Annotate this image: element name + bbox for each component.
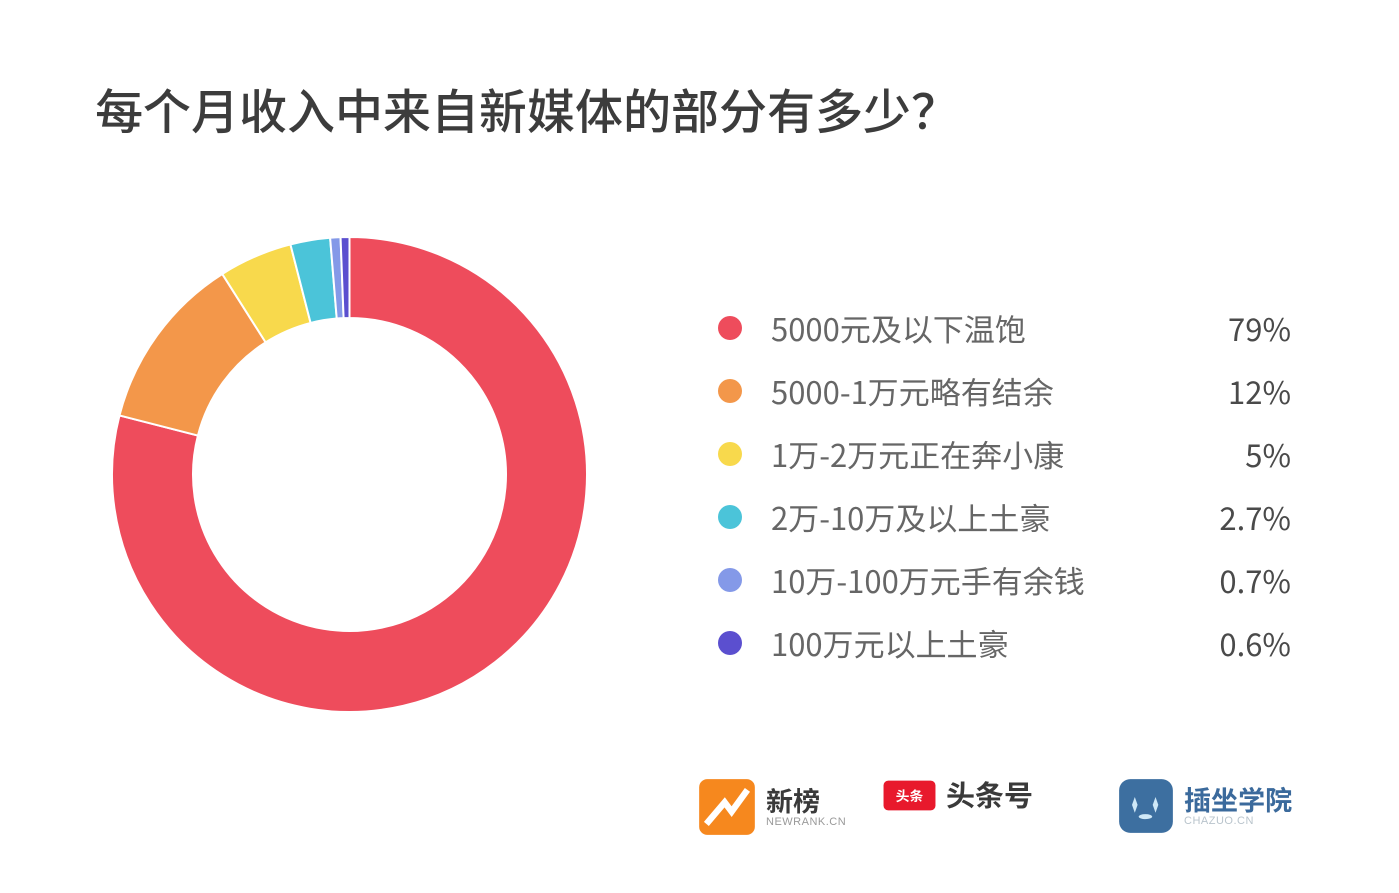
svg-text:头条: 头条 [896,785,924,805]
